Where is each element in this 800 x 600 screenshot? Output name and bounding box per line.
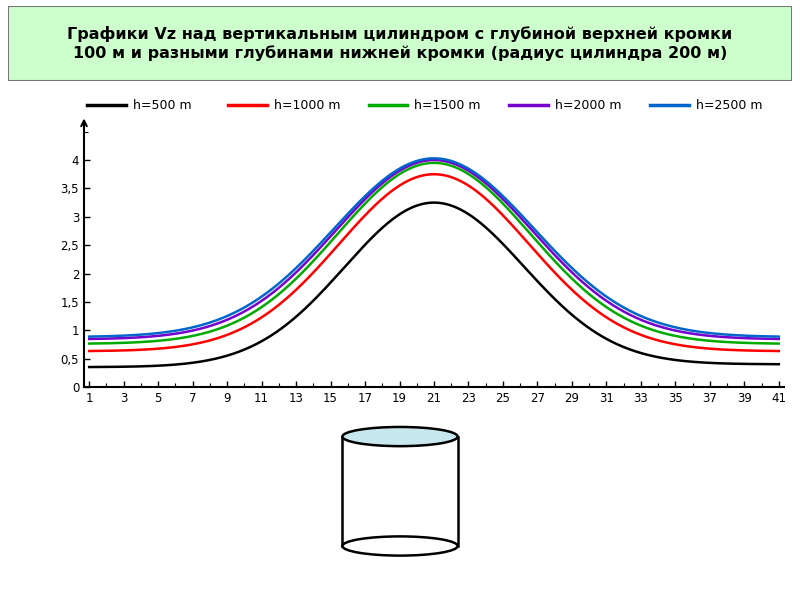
- Polygon shape: [342, 437, 458, 546]
- Text: h=1000 m: h=1000 m: [274, 99, 340, 112]
- Text: Графики Vz над вертикальным цилиндром с глубиной верхней кромки
100 м и разными : Графики Vz над вертикальным цилиндром с …: [67, 26, 733, 61]
- Ellipse shape: [342, 427, 458, 446]
- Text: h=500 m: h=500 m: [133, 99, 191, 112]
- Ellipse shape: [342, 536, 458, 556]
- Text: h=2500 m: h=2500 m: [696, 99, 762, 112]
- Text: h=1500 m: h=1500 m: [414, 99, 481, 112]
- Text: h=2000 m: h=2000 m: [555, 99, 622, 112]
